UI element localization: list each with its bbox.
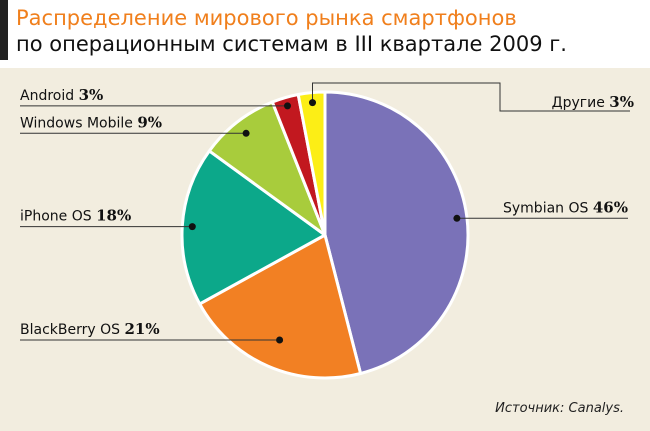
- leader-dot-android: [284, 102, 291, 110]
- leader-dot-symbian-os: [453, 214, 461, 222]
- slice-value-другие: 3%: [609, 93, 634, 111]
- leader-android: [20, 102, 291, 110]
- leader-другие: [309, 82, 630, 112]
- pie-slice-iphone-os: [180, 149, 327, 306]
- slice-value-iphone-os: 18%: [96, 207, 131, 225]
- leader-blackberry-os: [20, 336, 284, 344]
- slice-name-android: Android: [20, 88, 79, 104]
- source-note: Источник: Canalys.: [495, 401, 624, 416]
- slice-label-symbian-os: Symbian OS 46%: [503, 198, 628, 216]
- slice-name-другие: Другие: [552, 95, 610, 111]
- pie-slice-другие: [296, 90, 327, 237]
- slice-label-blackberry-os: BlackBerry OS 21%: [20, 320, 160, 338]
- pie-slice-symbian-os: [323, 90, 470, 376]
- title-accent-bar: [0, 0, 8, 60]
- slice-label-другие: Другие 3%: [552, 93, 634, 111]
- leader-dot-другие: [309, 99, 316, 107]
- slice-value-blackberry-os: 21%: [124, 320, 159, 338]
- slice-value-android: 3%: [79, 86, 104, 104]
- slice-name-symbian-os: Symbian OS: [503, 200, 593, 216]
- chart-title: Распределение мирового рынка смартфонов: [16, 6, 517, 30]
- slice-value-symbian-os: 46%: [593, 198, 628, 216]
- pie-slice-windows-mobile: [207, 100, 327, 237]
- leader-dot-iphone-os: [188, 223, 196, 231]
- slice-label-iphone-os: iPhone OS 18%: [20, 207, 131, 225]
- leader-windows-mobile: [20, 129, 250, 137]
- chart-subtitle: по операционным системам в III квартале …: [16, 32, 567, 56]
- leader-dot-windows-mobile: [242, 129, 250, 137]
- slice-name-windows-mobile: Windows Mobile: [20, 115, 137, 131]
- slice-value-windows-mobile: 9%: [137, 113, 162, 131]
- pie-slice-blackberry-os: [198, 233, 363, 380]
- leader-iphone-os: [20, 223, 196, 231]
- leader-symbian-os: [453, 214, 628, 222]
- slice-label-windows-mobile: Windows Mobile 9%: [20, 113, 162, 131]
- slice-name-iphone-os: iPhone OS: [20, 209, 96, 225]
- leader-dot-blackberry-os: [276, 336, 284, 344]
- slice-label-android: Android 3%: [20, 86, 103, 104]
- slice-name-blackberry-os: BlackBerry OS: [20, 322, 124, 338]
